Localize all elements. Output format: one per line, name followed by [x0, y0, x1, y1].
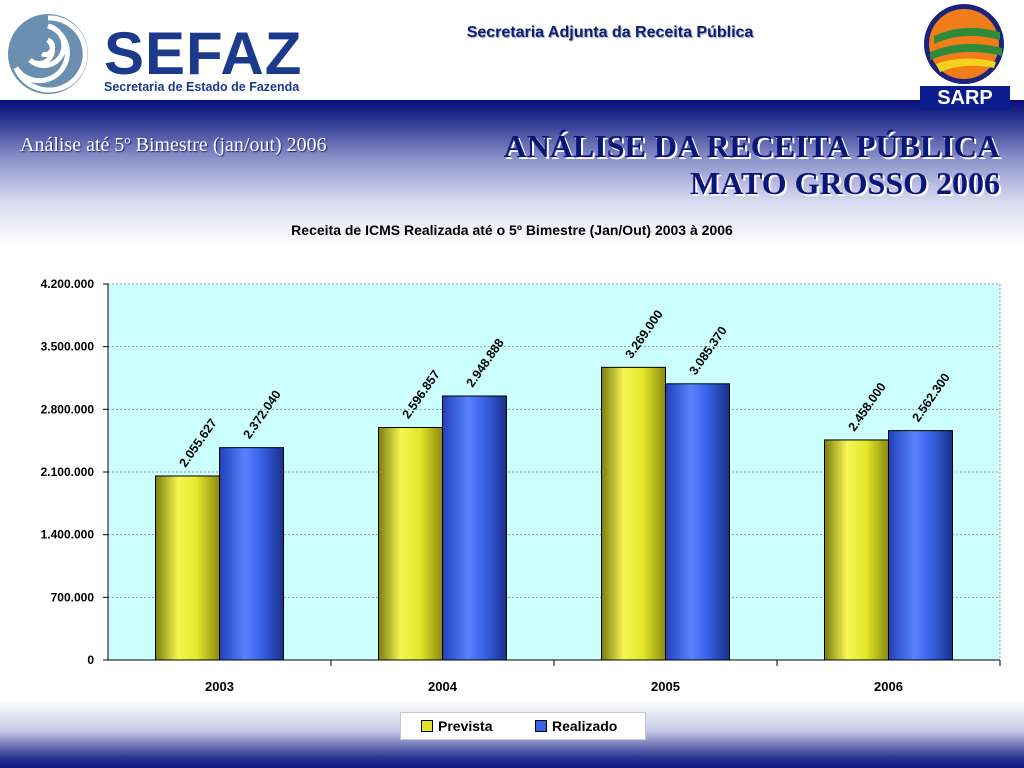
bar-prevista-2003 [155, 475, 220, 661]
y-tick-label: 2.100.000 [41, 465, 95, 479]
sarp-emblem-icon [924, 4, 1004, 84]
page-title: ANÁLISE DA RECEITA PÚBLICA MATO GROSSO 2… [504, 128, 1000, 202]
legend-item-realizado: Realizado [535, 718, 617, 734]
bar-prevista-2006 [824, 439, 889, 661]
y-tick-label: 2.800.000 [41, 402, 95, 416]
sefaz-logo-subtitle: Secretaria de Estado de Fazenda [104, 80, 300, 94]
sefaz-logo: SEFAZ Secretaria de Estado de Fazenda [4, 10, 303, 98]
y-axis-ticks: 0 700.000 1.400.000 2.100.000 2.800.000 3.500… [41, 277, 108, 667]
y-tick-label: 700.000 [51, 590, 95, 604]
bar-realizado-2004 [442, 395, 507, 661]
y-tick-label: 4.200.000 [41, 277, 95, 291]
y-tick-label: 0 [87, 653, 94, 667]
sarp-logo: SARP [914, 0, 1018, 112]
legend-label-prevista: Prevista [438, 718, 493, 734]
chart-title: Receita de ICMS Realizada até o 5º Bimes… [291, 222, 733, 238]
sarp-label: SARP [920, 86, 1010, 110]
title-line-2: MATO GROSSO 2006 [690, 165, 1000, 201]
bar-realizado-2003 [219, 447, 284, 661]
legend-swatch-realizado [535, 720, 547, 732]
chart-legend: Prevista Realizado [400, 712, 646, 740]
sefaz-logo-text: SEFAZ [104, 20, 303, 87]
x-tick-label: 2003 [205, 679, 234, 694]
bar-prevista-2004 [378, 427, 443, 661]
sefaz-swirl-icon [8, 14, 88, 94]
x-tick-label: 2005 [651, 679, 680, 694]
period-subtitle: Análise até 5º Bimestre (jan/out) 2006 [20, 134, 327, 156]
header-title: Secretaria Adjunta da Receita Pública [466, 24, 754, 41]
x-tick-label: 2004 [428, 679, 458, 694]
title-band [0, 100, 1024, 245]
x-tick-label: 2006 [874, 679, 903, 694]
y-tick-label: 1.400.000 [41, 528, 95, 542]
x-axis-ticks: 2003 2004 2005 2006 [205, 660, 1001, 694]
y-tick-label: 3.500.000 [41, 340, 95, 354]
legend-swatch-prevista [421, 720, 433, 732]
legend-item-prevista: Prevista [421, 718, 492, 734]
bar-realizado-2005 [665, 383, 730, 661]
legend-label-realizado: Realizado [552, 718, 618, 734]
bar-prevista-2005 [601, 366, 666, 661]
title-line-1: ANÁLISE DA RECEITA PÚBLICA [503, 128, 1000, 164]
bars [155, 366, 953, 661]
bar-realizado-2006 [888, 430, 953, 661]
